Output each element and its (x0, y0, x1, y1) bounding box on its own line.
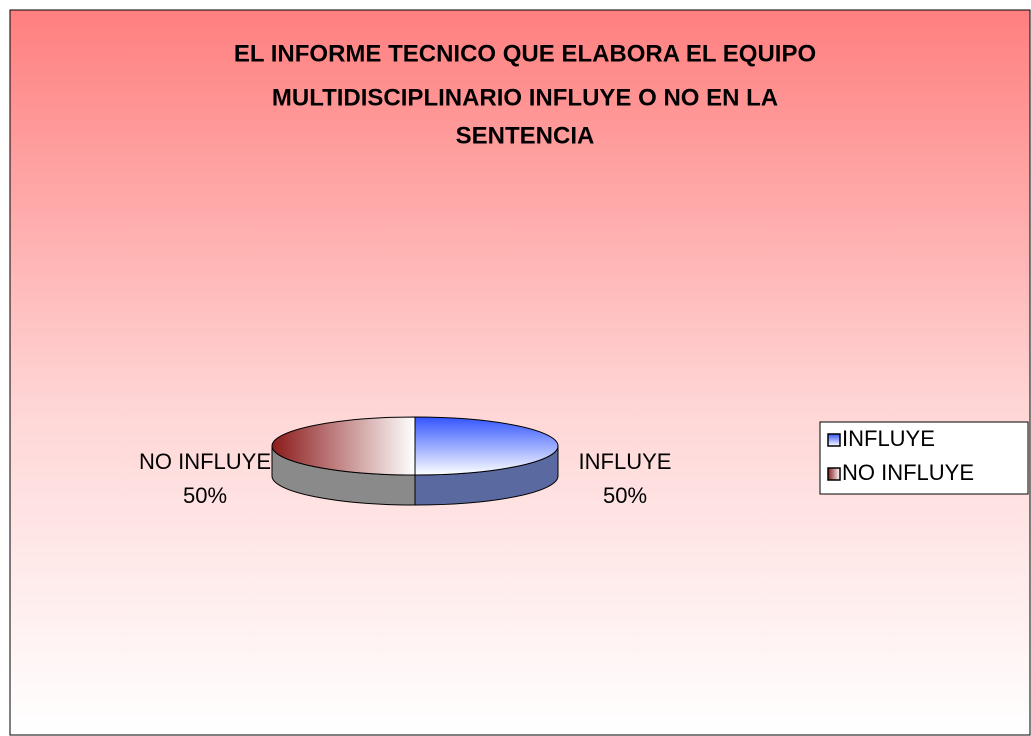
data-label: NO INFLUYE (139, 449, 271, 474)
legend-swatch (827, 433, 841, 447)
legend-label: NO INFLUYE (842, 460, 974, 485)
data-label: 50% (183, 483, 227, 508)
chart-title: SENTENCIA (456, 122, 595, 149)
chart-title: EL INFORME TECNICO QUE ELABORA EL EQUIPO (234, 40, 816, 67)
chart-title: MULTIDISCIPLINARIO INFLUYE O NO EN LA (272, 84, 778, 111)
legend-swatch (827, 467, 841, 481)
pie-slice (414, 416, 559, 476)
data-label: 50% (603, 483, 647, 508)
pie-slice (271, 416, 416, 476)
data-label: INFLUYE (579, 449, 672, 474)
legend-label: INFLUYE (842, 426, 935, 451)
chart-area (9, 9, 1031, 736)
legend (819, 421, 1029, 495)
